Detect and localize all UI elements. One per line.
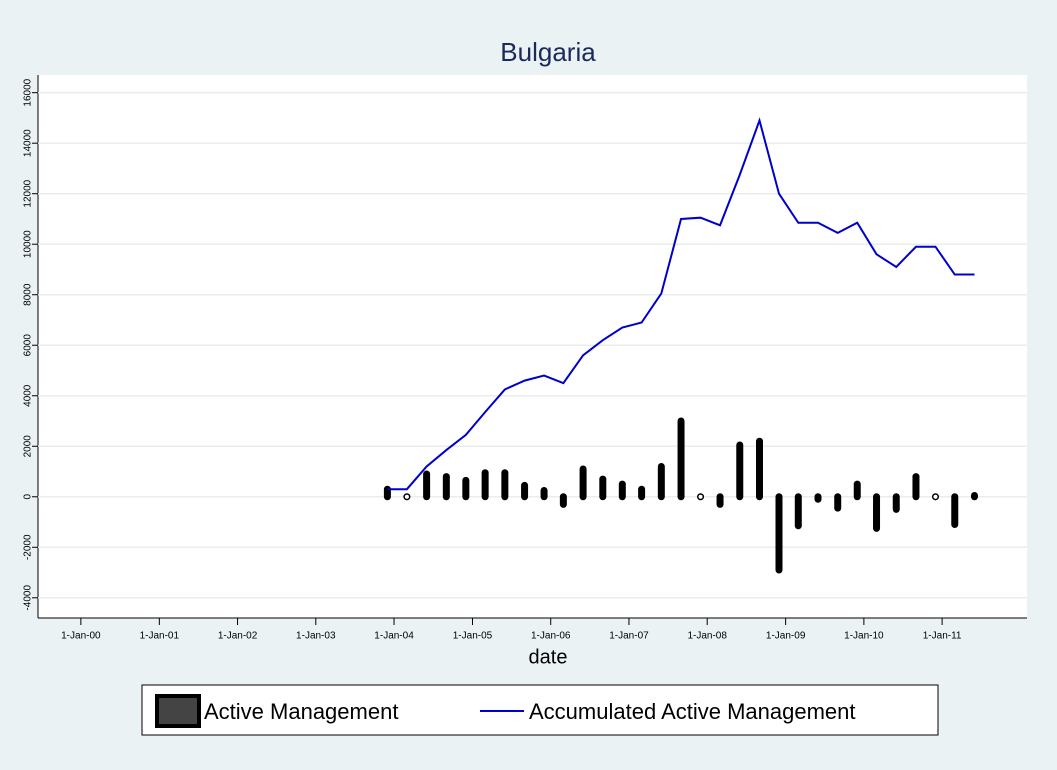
legend-label: Active Management bbox=[204, 699, 398, 724]
legend-label: Accumulated Active Management bbox=[529, 699, 856, 724]
x-tick-label: 1-Jan-07 bbox=[609, 631, 649, 642]
x-tick-label: 1-Jan-01 bbox=[140, 631, 180, 642]
y-tick-label: 6000 bbox=[23, 334, 34, 357]
y-tick-label: 10000 bbox=[23, 230, 34, 258]
y-tick-label: 0 bbox=[23, 494, 34, 500]
y-tick-label: -2000 bbox=[23, 534, 34, 560]
y-tick-label: 8000 bbox=[23, 283, 34, 306]
x-tick-label: 1-Jan-11 bbox=[923, 631, 962, 642]
y-tick-label: 14000 bbox=[23, 129, 34, 157]
y-tick-label: 12000 bbox=[23, 179, 34, 207]
x-tick-label: 1-Jan-06 bbox=[531, 631, 571, 642]
x-tick-label: 1-Jan-04 bbox=[374, 631, 414, 642]
x-tick-label: 1-Jan-10 bbox=[844, 631, 884, 642]
x-tick-label: 1-Jan-08 bbox=[687, 631, 727, 642]
bar bbox=[696, 493, 705, 501]
y-tick-label: 16000 bbox=[23, 78, 34, 106]
legend-swatch bbox=[155, 694, 201, 728]
y-tick-label: -4000 bbox=[23, 585, 34, 611]
plot-area bbox=[38, 75, 1027, 618]
x-tick-label: 1-Jan-00 bbox=[61, 631, 101, 642]
x-axis-label: date bbox=[529, 646, 568, 668]
x-tick-label: 1-Jan-02 bbox=[218, 631, 258, 642]
y-tick-label: 4000 bbox=[23, 384, 34, 407]
bar bbox=[931, 493, 940, 501]
x-tick-label: 1-Jan-03 bbox=[296, 631, 336, 642]
line bbox=[387, 117, 975, 491]
x-tick-label: 1-Jan-09 bbox=[766, 631, 806, 642]
bar bbox=[403, 493, 411, 501]
y-tick-label: 2000 bbox=[23, 435, 34, 458]
legend bbox=[141, 684, 939, 736]
chart-title: Bulgaria bbox=[500, 37, 596, 67]
x-tick-label: 1-Jan-05 bbox=[453, 631, 493, 642]
